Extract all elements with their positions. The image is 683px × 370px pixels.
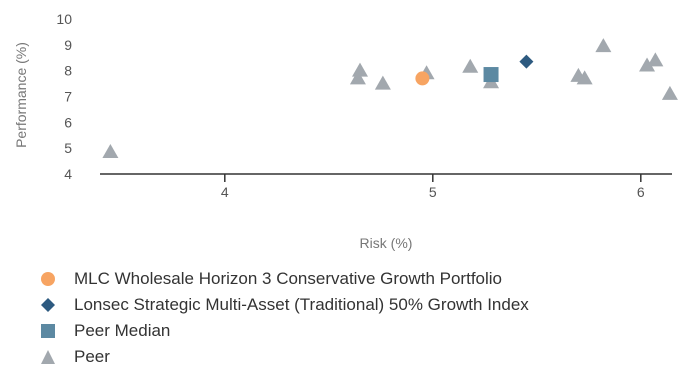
y-tick-label: 9 bbox=[64, 37, 72, 53]
data-point-diamond bbox=[519, 54, 534, 69]
data-point-triangle bbox=[352, 62, 368, 77]
square-icon bbox=[41, 324, 55, 338]
legend-item-peer-median[interactable]: Peer Median bbox=[40, 318, 529, 344]
data-point-circle bbox=[415, 71, 430, 86]
y-tick-label: 7 bbox=[64, 89, 72, 105]
scatter-plot: 4 5 6 7 8 9 10 4 5 6 Performance (%) Risk (%) bbox=[13, 11, 678, 251]
data-point-square bbox=[483, 67, 499, 83]
data-point-triangle bbox=[102, 144, 119, 159]
x-tick-label: 4 bbox=[221, 184, 229, 200]
data-point-triangle bbox=[639, 57, 656, 72]
x-axis: 4 5 6 bbox=[100, 173, 672, 200]
x-tick-label: 5 bbox=[429, 184, 437, 200]
data-point-triangle bbox=[576, 70, 593, 85]
x-axis-label: Risk (%) bbox=[360, 235, 413, 251]
y-tick-label: 4 bbox=[64, 166, 72, 182]
data-point-triangle bbox=[374, 75, 391, 90]
y-tick-label: 8 bbox=[64, 63, 72, 79]
legend-item-portfolio[interactable]: MLC Wholesale Horizon 3 Conservative Gro… bbox=[40, 266, 529, 292]
legend-item-index[interactable]: Lonsec Strategic Multi-Asset (Traditiona… bbox=[40, 292, 529, 318]
data-point-triangle bbox=[462, 58, 479, 73]
legend: MLC Wholesale Horizon 3 Conservative Gro… bbox=[40, 266, 529, 370]
data-point-triangle bbox=[595, 38, 612, 53]
y-tick-label: 10 bbox=[56, 11, 72, 27]
legend-label-portfolio: MLC Wholesale Horizon 3 Conservative Gro… bbox=[74, 269, 503, 288]
y-tick-label: 5 bbox=[64, 140, 72, 156]
legend-label-peer-median: Peer Median bbox=[74, 321, 171, 340]
legend-item-peer[interactable]: Peer bbox=[40, 344, 529, 370]
data-point-triangle bbox=[349, 70, 366, 85]
legend-label-index: Lonsec Strategic Multi-Asset (Traditiona… bbox=[74, 295, 529, 314]
y-axis-label: Performance (%) bbox=[13, 42, 29, 148]
circle-icon bbox=[41, 272, 55, 286]
data-point-triangle bbox=[661, 85, 678, 100]
y-axis: 4 5 6 7 8 9 10 bbox=[56, 11, 72, 182]
legend-label-peer: Peer bbox=[74, 347, 110, 366]
x-tick-label: 6 bbox=[637, 184, 645, 200]
y-tick-label: 6 bbox=[64, 114, 72, 130]
data-points bbox=[102, 38, 678, 159]
diamond-icon bbox=[41, 298, 55, 312]
data-point-triangle bbox=[647, 52, 664, 67]
triangle-icon bbox=[41, 350, 55, 364]
